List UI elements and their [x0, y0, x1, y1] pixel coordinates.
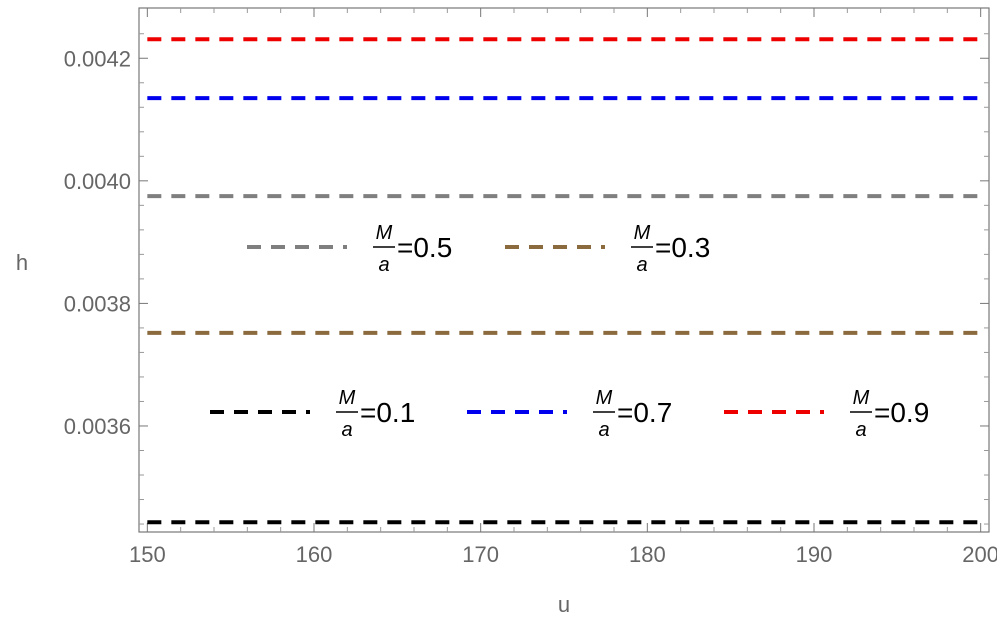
legend-frac-numerator: M — [376, 222, 393, 244]
y-tick-labels: 0.0036 0.0038 0.0040 0.0042 — [64, 46, 131, 439]
legend: Ma=0.5 Ma=0.3Ma=0.1 Ma=0.7 Ma=0.9 — [210, 222, 929, 441]
legend-entry: Ma =0.3 — [505, 222, 710, 276]
y-tick-label: 0.0036 — [64, 414, 131, 439]
legend-frac-denominator: a — [636, 254, 647, 276]
y-tick-label: 0.0038 — [64, 291, 131, 316]
legend-entry: Ma =0.9 — [724, 387, 929, 441]
y-tick-label: 0.0042 — [64, 46, 131, 71]
legend-frac-denominator: a — [855, 419, 866, 441]
x-tick-label: 200 — [962, 542, 997, 567]
x-tick-label: 190 — [796, 542, 833, 567]
x-tick-label: 150 — [129, 542, 166, 567]
legend-value: =0.5 — [397, 232, 452, 263]
legend-frac-numerator: M — [853, 387, 870, 409]
legend-frac-numerator: M — [596, 387, 613, 409]
legend-frac-denominator: a — [598, 419, 609, 441]
series-lines — [147, 37, 981, 525]
legend-frac-denominator: a — [341, 419, 352, 441]
legend-frac-numerator: M — [634, 222, 651, 244]
y-tick-label: 0.0040 — [64, 169, 131, 194]
legend-frac-denominator: a — [378, 254, 389, 276]
x-tick-label: 180 — [629, 542, 666, 567]
x-axis-label: u — [558, 592, 570, 617]
y-axis-label: h — [16, 250, 28, 275]
legend-value: =0.1 — [360, 397, 415, 428]
x-tick-labels: 150 160 170 180 190 200 — [129, 542, 997, 567]
x-tick-label: 170 — [462, 542, 499, 567]
legend-frac-numerator: M — [339, 387, 356, 409]
plot-frame — [138, 7, 990, 533]
legend-entry: Ma =0.5 — [247, 222, 452, 276]
x-tick-label: 160 — [296, 542, 333, 567]
legend-entry: Ma =0.1 — [210, 387, 415, 441]
legend-value: =0.7 — [617, 397, 672, 428]
legend-value: =0.3 — [655, 232, 710, 263]
legend-value: =0.9 — [874, 397, 929, 428]
legend-entry: Ma =0.7 — [467, 387, 672, 441]
axis-ticks — [139, 8, 989, 532]
